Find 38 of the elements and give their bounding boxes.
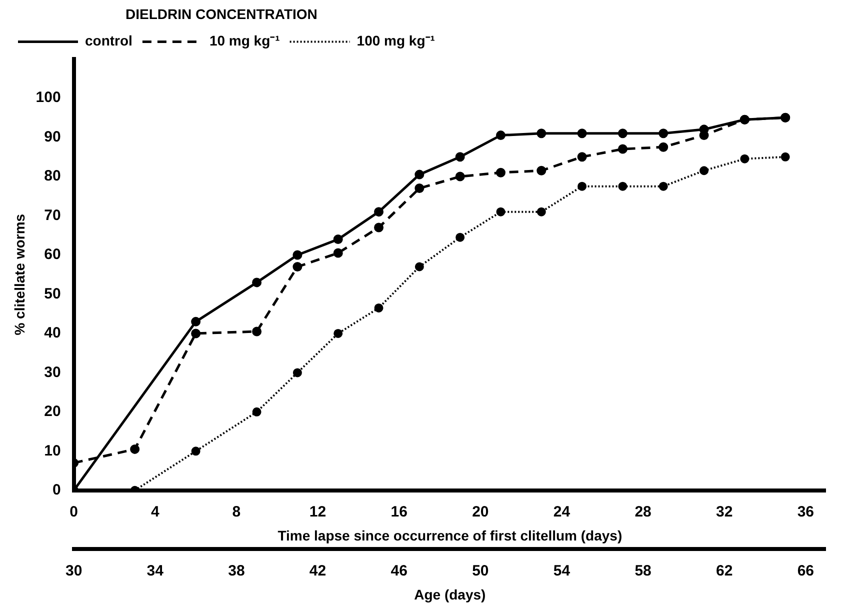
- x-tick-label: 4: [150, 504, 160, 521]
- y-tick-label: 0: [52, 482, 61, 499]
- x2-tick-label: 30: [65, 562, 82, 580]
- y-tick-label: 30: [44, 364, 61, 381]
- x-tick-label: 28: [634, 504, 652, 521]
- x2-tick-label: 38: [228, 562, 245, 580]
- legend-title: DIELDRIN CONCENTRATION: [126, 6, 318, 22]
- x2-tick-label: 54: [553, 562, 571, 580]
- y-tick-label: 90: [44, 128, 61, 146]
- x-tick-label: 36: [797, 504, 814, 521]
- y-tick-label: 20: [44, 403, 61, 420]
- x-tick-label: 16: [390, 504, 408, 521]
- x2-tick-label: 58: [634, 562, 652, 580]
- y-tick-label: 60: [44, 246, 61, 264]
- x2-tick-label: 42: [309, 562, 326, 580]
- x-axis-title: Time lapse since occurrence of first clitellum (days): [278, 528, 622, 544]
- y-tick-label: 70: [44, 206, 61, 224]
- legend-label: 10 mg kg⁻¹: [209, 32, 280, 49]
- x2-tick-label: 46: [390, 562, 408, 580]
- x-tick-label: 24: [553, 504, 571, 521]
- y-tick-label: 100: [36, 89, 61, 106]
- y-tick-label: 40: [44, 324, 61, 342]
- y-tick-label: 50: [44, 285, 61, 302]
- x2-tick-label: 62: [716, 562, 733, 580]
- x-tick-label: 12: [309, 504, 326, 521]
- x2-tick-label: 66: [797, 562, 814, 580]
- x-tick-label: 8: [232, 504, 241, 521]
- x-tick-label: 0: [70, 504, 78, 521]
- x2-tick-label: 34: [146, 562, 164, 580]
- x2-axis-title: Age (days): [414, 586, 486, 602]
- legend-label: 100 mg kg⁻¹: [356, 32, 436, 49]
- y-axis-title: % clitellate worms: [11, 214, 28, 336]
- legend-label: control: [85, 32, 132, 49]
- x-tick-label: 20: [472, 504, 489, 521]
- x-tick-label: 32: [716, 504, 733, 521]
- y-tick-label: 10: [44, 442, 61, 460]
- y-tick-label: 80: [44, 168, 61, 185]
- x2-tick-label: 50: [472, 562, 489, 580]
